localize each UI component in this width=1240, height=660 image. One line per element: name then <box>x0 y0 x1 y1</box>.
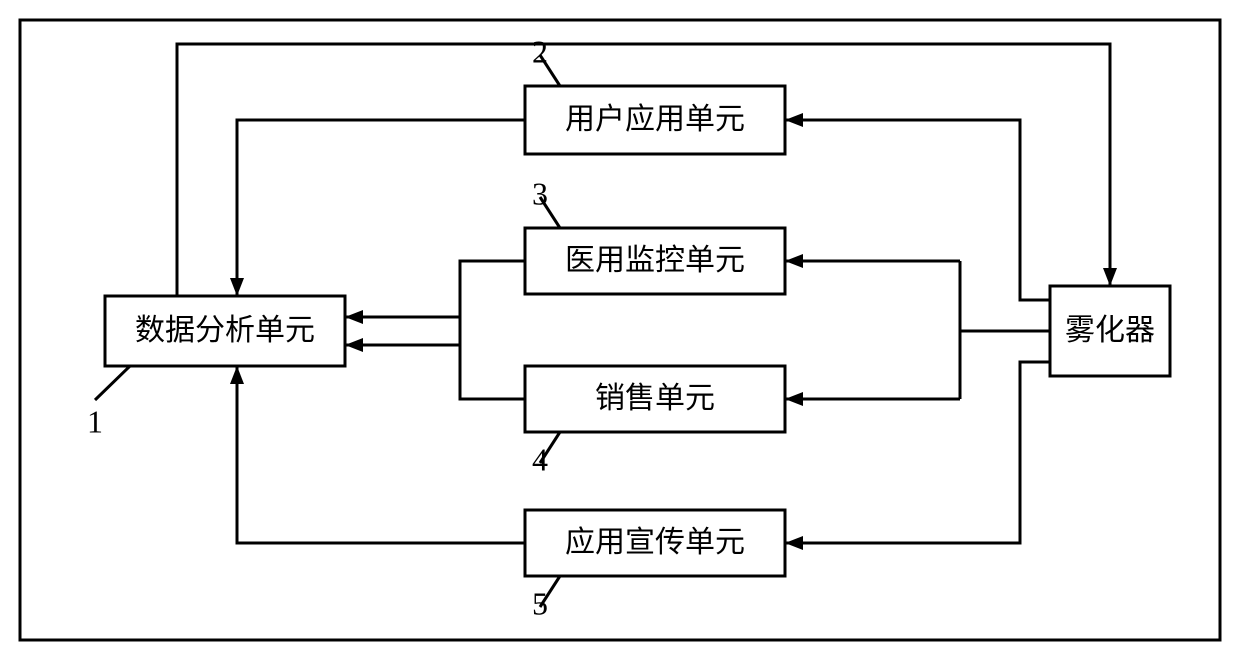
node-data-number: 1 <box>87 403 103 439</box>
node-sales-label: 销售单元 <box>595 382 715 415</box>
node-medical-label: 医用监控单元 <box>565 244 745 277</box>
wl4 <box>237 366 525 543</box>
node-medical-number: 3 <box>532 175 548 211</box>
node-user-label: 用户应用单元 <box>565 103 745 136</box>
node-promo-number: 5 <box>532 585 548 621</box>
wl2 <box>345 345 525 399</box>
node-user-number: 2 <box>532 33 548 69</box>
al3 <box>230 278 244 296</box>
al1 <box>345 310 363 324</box>
node-data-label: 数据分析单元 <box>135 314 315 347</box>
atop <box>1103 268 1117 286</box>
node-neb-label: 雾化器 <box>1065 314 1155 347</box>
node-promo-label: 应用宣传单元 <box>565 526 745 559</box>
al4 <box>230 366 244 384</box>
a6 <box>785 536 803 550</box>
a4 <box>785 392 803 406</box>
a3 <box>785 254 803 268</box>
al2 <box>345 338 363 352</box>
a5 <box>785 113 803 127</box>
leader-line-data <box>95 366 130 400</box>
w5 <box>785 120 1050 300</box>
node-sales-number: 4 <box>532 441 548 477</box>
wl1 <box>345 261 525 317</box>
wl3 <box>237 120 525 296</box>
w6 <box>785 362 1050 543</box>
